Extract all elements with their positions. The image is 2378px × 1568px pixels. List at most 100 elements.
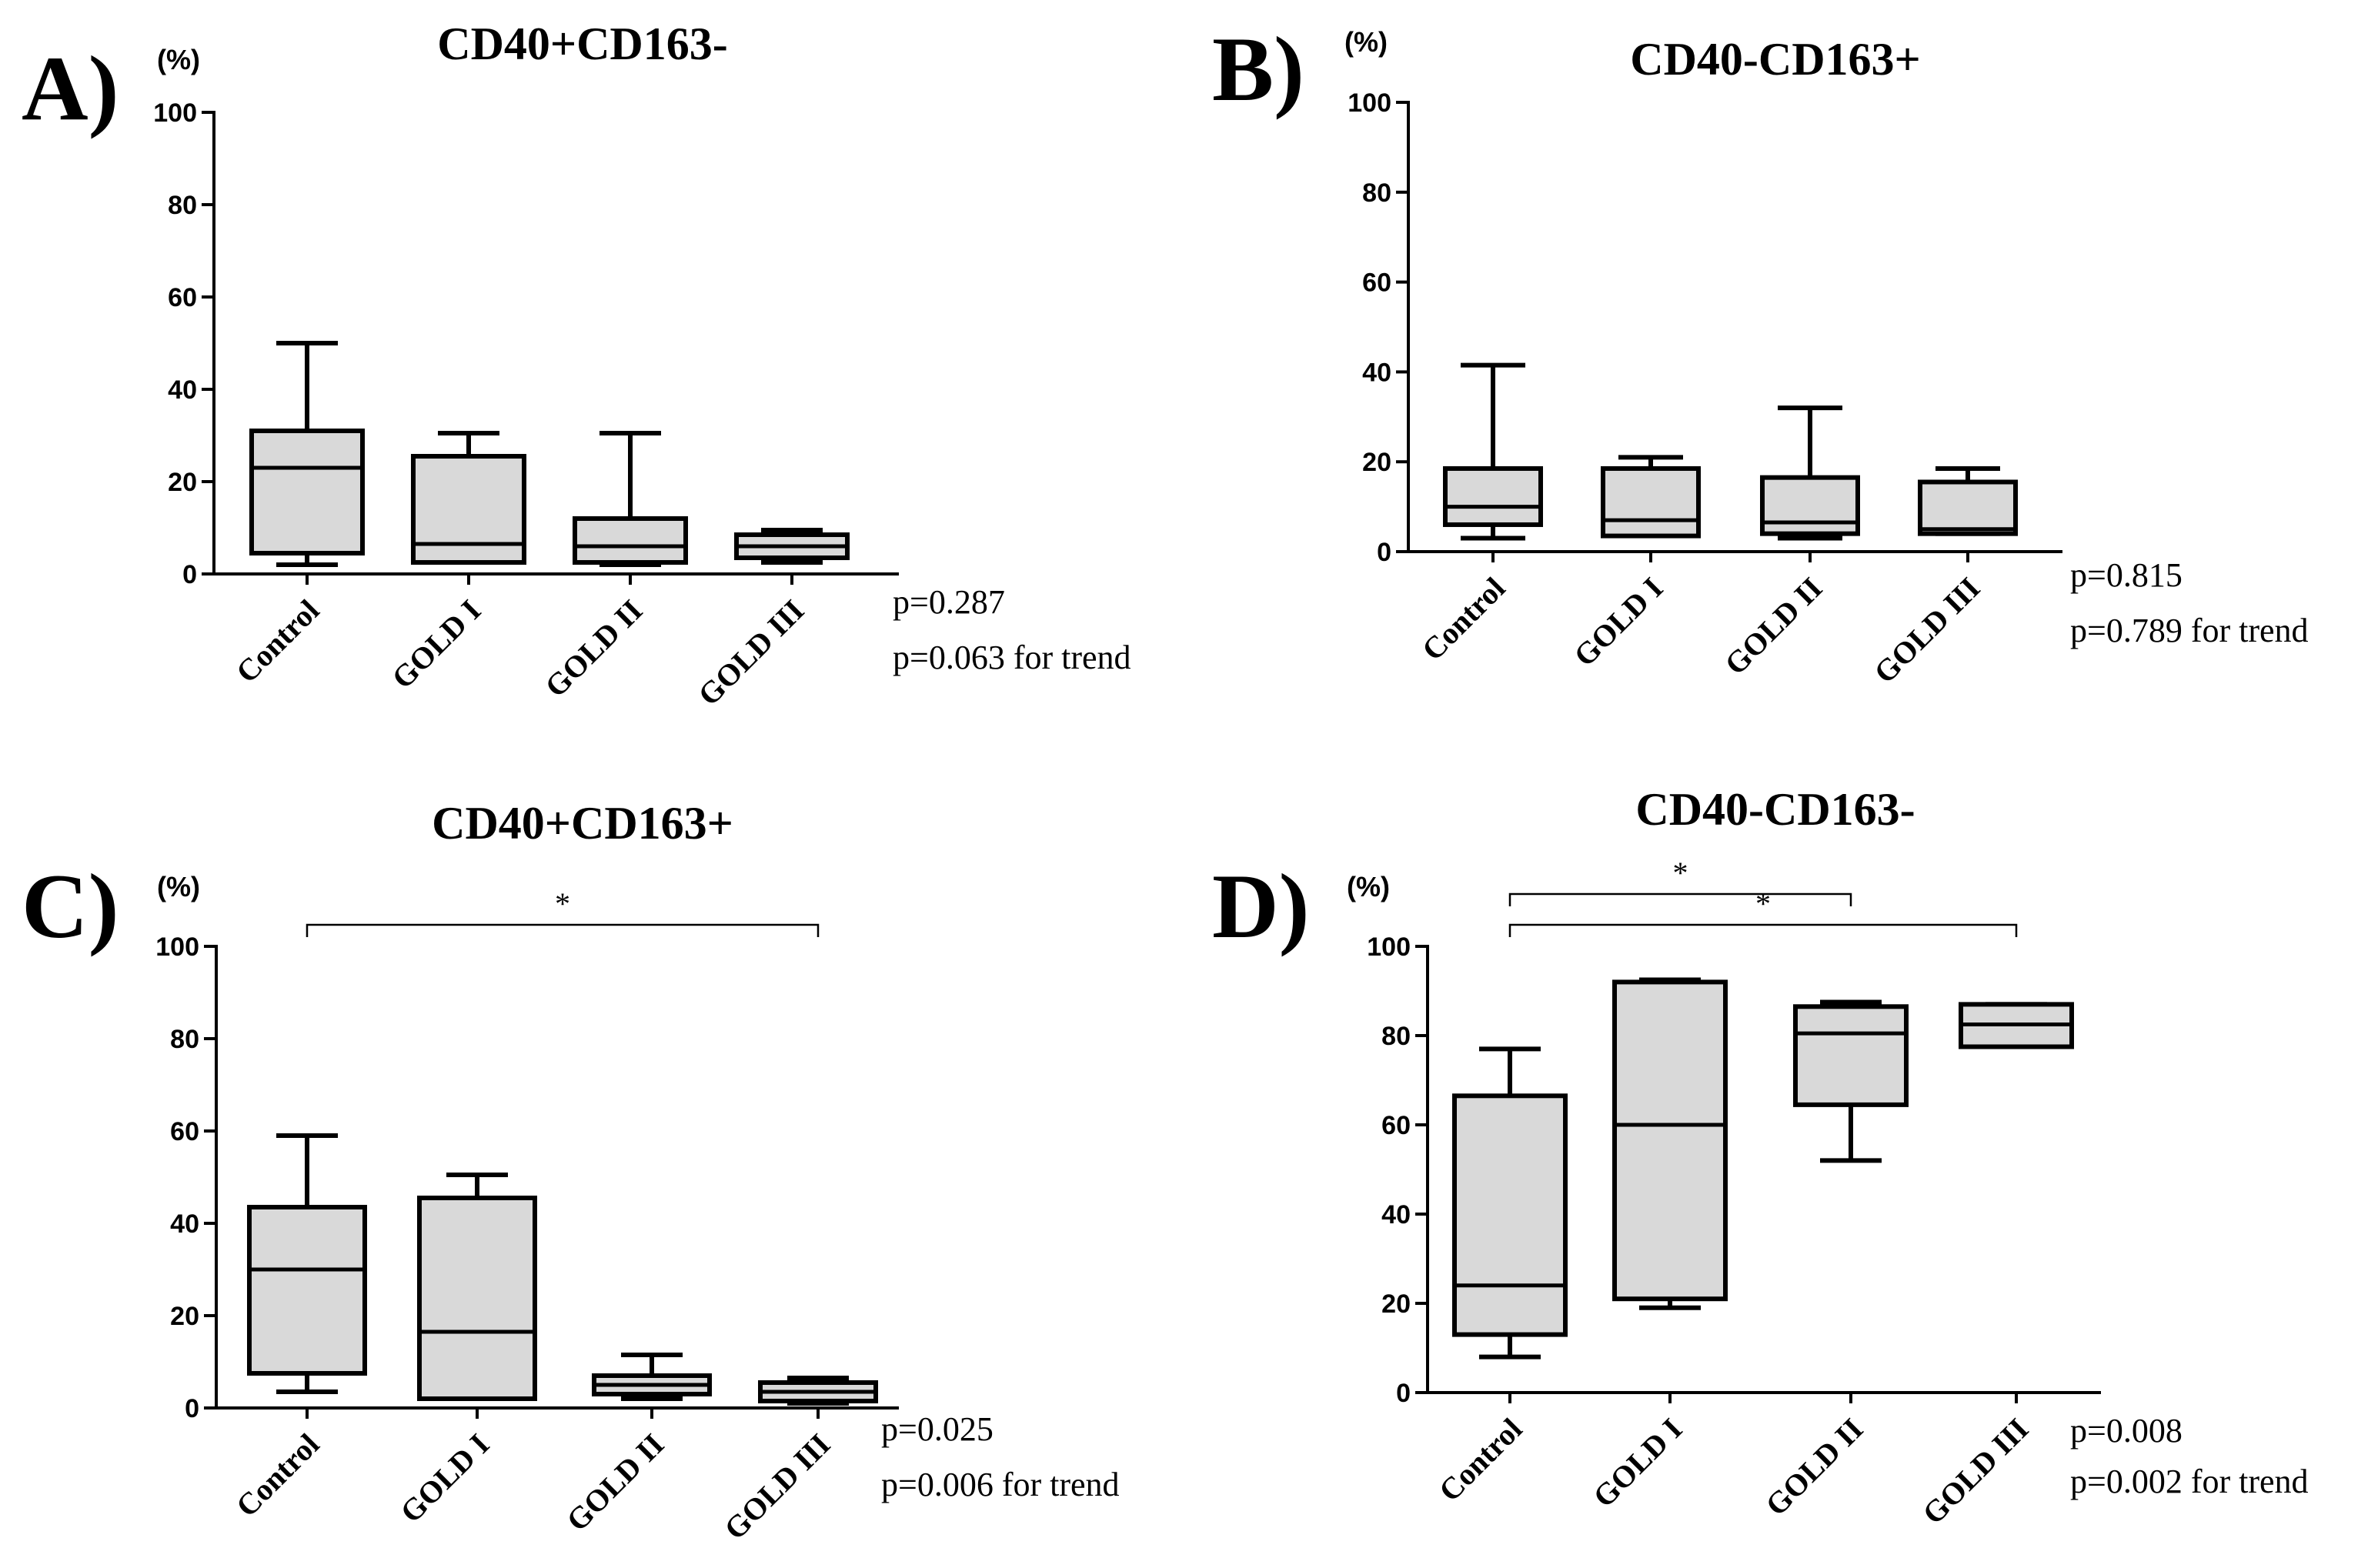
panel-c-ytick-label: 0 (185, 1394, 199, 1423)
panel-a-ytick-label: 60 (168, 283, 197, 312)
panel-a-box-gold-i-iqr (411, 454, 526, 565)
panel-c-xtick-gold-iii: GOLD III (717, 1427, 837, 1546)
panel-c-significance-bracket-1: * (306, 886, 820, 937)
panel-b-y-unit: (%) (1344, 26, 1388, 58)
panel-a-label: A) (22, 37, 119, 139)
panel-c-box-gold-iii (758, 1376, 878, 1406)
panel-b-ytick-label: 100 (1348, 88, 1391, 118)
panel-a-ytick-label: 80 (168, 191, 197, 220)
panel-c-p-value-2: p=0.006 for trend (881, 1466, 1120, 1503)
panel-c: C) CD40+CD163+ (%) 0 20 40 60 80 100 Control GOLD … (22, 798, 1120, 1546)
panel-d-significance-bracket-1: * (1508, 856, 1852, 906)
panel-c-box-gold-ii (592, 1353, 712, 1401)
panel-d-xtick-gold-ii: GOLD II (1758, 1412, 1869, 1523)
panel-c-label: C) (22, 855, 119, 957)
panel-c-significance-star: * (555, 886, 570, 921)
panel-d-ytick-label: 0 (1396, 1379, 1411, 1408)
panel-c-box-gold-i (417, 1173, 537, 1401)
panel-d-ytick-label: 20 (1381, 1289, 1411, 1319)
panel-b-ytick-label: 20 (1362, 448, 1391, 477)
panel-b-ytick-label: 0 (1377, 538, 1391, 567)
panel-c-ytick-label: 40 (170, 1209, 199, 1239)
panel-b: B) CD40-CD163+ (%) 0 20 40 60 80 100 Control GOLD … (1212, 18, 2309, 690)
panel-b-box-gold-ii-iqr (1760, 475, 1860, 536)
panel-d-p-value-2: p=0.002 for trend (2070, 1463, 2309, 1500)
panel-c-y-unit: (%) (157, 871, 200, 902)
panel-a-box-control (249, 341, 365, 567)
panel-b-box-gold-i-iqr (1601, 465, 1701, 539)
panel-a-xtick-control: Control (229, 593, 326, 690)
panel-c-box-control (247, 1133, 367, 1394)
panel-c-ytick-label: 80 (170, 1025, 199, 1054)
panel-a-y-unit: (%) (157, 44, 200, 75)
panel-d-p-value-1: p=0.008 (2070, 1412, 2183, 1450)
panel-d-ytick-label: 100 (1367, 932, 1411, 962)
panel-d-box-gold-i-iqr (1612, 979, 1728, 1302)
panel-d-bracket-line (1508, 923, 2018, 937)
panel-d-label: D) (1212, 855, 1310, 957)
panel-d-ytick-label: 40 (1381, 1200, 1411, 1229)
panel-c-box-gold-i-iqr (417, 1196, 537, 1401)
panel-c-xtick-control: Control (229, 1427, 326, 1524)
panel-a-box-control-iqr (249, 429, 365, 555)
panel-a: A) CD40+CD163- (%) 0 20 40 60 80 100 Control GOLD … (22, 18, 1131, 712)
panel-d-title: CD40-CD163- (1635, 784, 1915, 835)
panel-c-xtick-gold-i: GOLD I (393, 1427, 496, 1530)
panel-d-significance-star: * (1755, 886, 1771, 921)
panel-a-p-value-2: p=0.063 for trend (893, 639, 1131, 676)
panel-b-p-value-1: p=0.815 (2070, 556, 2183, 594)
panel-b-box-control-iqr (1443, 465, 1543, 527)
panel-d-box-gold-ii-iqr (1793, 1004, 1909, 1107)
panel-d-box-gold-iii (1959, 1002, 2074, 1049)
panel-d-xtick-control: Control (1432, 1412, 1529, 1509)
panel-b-box-gold-iii (1918, 465, 2018, 536)
panel-a-xtick-gold-ii: GOLD II (538, 593, 649, 704)
panel-a-title: CD40+CD163- (437, 18, 728, 69)
panel-b-box-gold-i (1601, 455, 1701, 539)
panel-d-box-control (1452, 1046, 1568, 1359)
panel-a-box-gold-ii (573, 431, 688, 567)
panel-c-title: CD40+CD163+ (432, 798, 733, 849)
panel-a-box-gold-ii-iqr (573, 516, 688, 565)
panel-a-xtick-gold-iii: GOLD III (691, 593, 810, 712)
panel-b-title: CD40-CD163+ (1630, 34, 1921, 85)
panel-d-ytick-label: 60 (1381, 1111, 1411, 1140)
panel-b-p-value-2: p=0.789 for trend (2070, 612, 2309, 649)
panel-b-xtick-gold-i: GOLD I (1567, 571, 1669, 673)
panel-c-ytick-label: 100 (155, 932, 199, 962)
panel-d: D) CD40-CD163- (%) 0 20 40 60 80 100 Control GOLD … (1212, 784, 2309, 1531)
panel-c-xtick-gold-ii: GOLD II (559, 1427, 670, 1538)
panel-a-ytick-label: 0 (182, 560, 197, 589)
panel-d-y-unit: (%) (1347, 871, 1390, 902)
panel-d-significance-bracket-2: * (1508, 886, 2018, 937)
panel-b-ytick-label: 40 (1362, 358, 1391, 387)
panel-d-ytick-label: 80 (1381, 1022, 1411, 1051)
panel-b-box-gold-ii (1760, 405, 1860, 541)
panel-c-bracket-line (306, 923, 820, 937)
panel-c-ytick-label: 60 (170, 1117, 199, 1146)
panel-a-p-value-1: p=0.287 (893, 583, 1005, 621)
panel-b-xtick-control: Control (1415, 571, 1512, 668)
panel-d-bracket-line (1508, 892, 1852, 906)
panel-b-box-gold-iii-iqr (1918, 479, 2018, 536)
panel-d-significance-star: * (1673, 856, 1688, 890)
panel-b-xtick-gold-ii: GOLD II (1718, 571, 1829, 682)
panel-b-ytick-label: 60 (1362, 269, 1391, 298)
panel-c-box-control-iqr (247, 1205, 367, 1376)
panel-d-xtick-gold-iii: GOLD III (1915, 1412, 2035, 1531)
panel-a-xtick-gold-i: GOLD I (385, 593, 487, 696)
panel-c-ytick-label: 20 (170, 1302, 199, 1331)
panel-d-xtick-gold-i: GOLD I (1586, 1412, 1688, 1514)
panel-a-box-gold-i (411, 431, 526, 565)
panel-b-xtick-gold-iii: GOLD III (1867, 571, 1986, 690)
panel-a-ytick-label: 100 (153, 98, 197, 128)
panel-a-box-gold-iii (734, 528, 850, 565)
panel-d-box-gold-ii (1793, 999, 1909, 1163)
panel-c-p-value-1: p=0.025 (881, 1410, 994, 1448)
panel-d-box-control-iqr (1452, 1093, 1568, 1337)
panel-b-label: B) (1212, 18, 1304, 120)
panel-d-box-gold-i (1612, 977, 1728, 1310)
panel-b-box-control (1443, 362, 1543, 541)
panel-a-ytick-label: 40 (168, 375, 197, 405)
